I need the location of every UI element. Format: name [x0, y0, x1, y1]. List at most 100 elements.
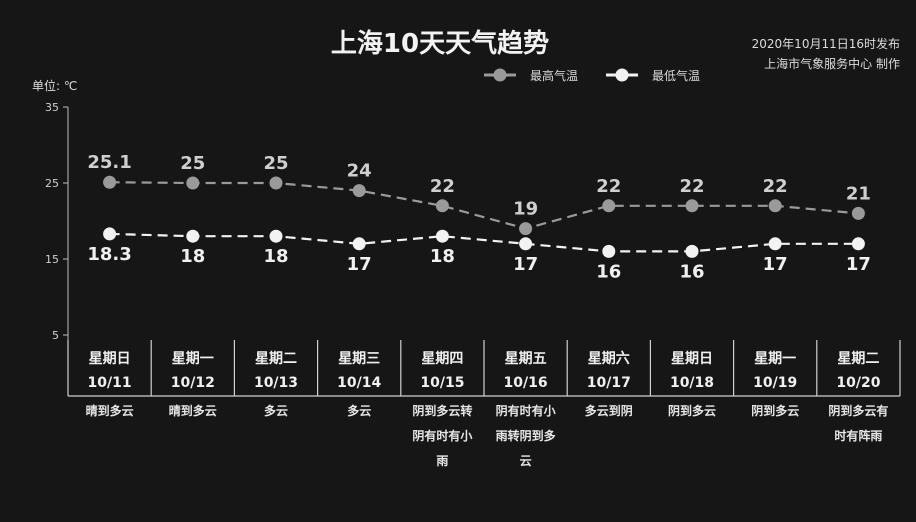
category-date-label: 10/17 — [587, 375, 631, 391]
legend: 最高气温 最低气温 — [484, 68, 700, 83]
high-temp-label: 25 — [263, 153, 288, 174]
y-tick-label: 25 — [45, 177, 59, 190]
category-weather-label: 阴到多云 — [751, 403, 799, 418]
low-temp-point — [352, 237, 366, 251]
high-temp-point — [435, 199, 449, 213]
legend-label-high: 最高气温 — [530, 68, 578, 83]
low-temp-label: 18 — [180, 246, 205, 267]
category-date-label: 10/11 — [88, 375, 132, 391]
category-date-label: 10/20 — [836, 375, 880, 391]
category-day-label: 星期五 — [505, 351, 547, 367]
category-weather-label: 阴到多云有 — [828, 403, 888, 418]
category-10-14: 星期三 10/14 多云 — [337, 351, 381, 418]
low-temp-point — [435, 229, 449, 243]
category-date-label: 10/12 — [171, 375, 215, 391]
category-weather-label: 阴有时有小 — [412, 428, 472, 443]
low-temp-point — [269, 229, 283, 243]
category-date-label: 10/15 — [420, 375, 464, 391]
y-tick-label: 15 — [45, 253, 59, 266]
low-temp-label: 18 — [263, 246, 288, 267]
axis-layer: 35 25 15 5 — [45, 101, 901, 397]
category-10-17: 星期六 10/17 多云到阴 — [585, 350, 633, 418]
low-temp-label: 17 — [513, 254, 538, 275]
low-temp-label: 16 — [679, 261, 704, 282]
high-temp-label: 22 — [763, 176, 788, 197]
legend-marker-high — [493, 68, 507, 82]
high-temp-point — [602, 199, 616, 213]
legend-marker-low — [615, 68, 629, 82]
high-temp-label: 24 — [347, 161, 372, 182]
high-temp-label: 22 — [679, 176, 704, 197]
low-temp-point — [103, 227, 117, 241]
category-date-label: 10/14 — [337, 375, 381, 391]
high-temp-label: 25 — [180, 153, 205, 174]
category-date-label: 10/18 — [670, 375, 714, 391]
low-temp-label: 18.3 — [87, 244, 131, 265]
category-weather-label: 云 — [520, 454, 532, 468]
category-day-label: 星期六 — [588, 350, 630, 367]
unit-label: 单位: ℃ — [32, 78, 77, 93]
category-weather-label: 雨转阴到多 — [496, 428, 556, 443]
category-weather-label: 雨 — [436, 454, 448, 468]
high-temp-label: 22 — [430, 176, 455, 197]
category-10-13: 星期二 10/13 多云 — [254, 351, 298, 418]
low-temp-point — [519, 237, 533, 251]
low-temp-point — [768, 237, 782, 251]
high-temp-point — [186, 176, 200, 190]
low-temp-label: 18 — [430, 246, 455, 267]
category-day-label: 星期日 — [89, 351, 131, 367]
category-day-label: 星期一 — [754, 351, 796, 367]
publish-time: 2020年10月11日16时发布 — [752, 36, 900, 51]
series-layer: 25.1 25 25 24 22 19 22 22 22 21 18.3 18 18 17 18 17 16 16… — [87, 152, 871, 282]
high-temp-point — [269, 176, 283, 190]
high-temp-point — [352, 184, 366, 198]
category-weather-label: 阴到多云转 — [412, 403, 472, 418]
low-temp-line — [109, 232, 859, 253]
high-temp-label: 21 — [846, 183, 871, 204]
low-temp-label: 17 — [763, 254, 788, 275]
category-10-19: 星期一 10/19 阴到多云 — [751, 351, 799, 418]
category-weather-label: 晴到多云 — [86, 403, 134, 418]
category-day-label: 星期三 — [338, 351, 380, 367]
y-tick-label: 5 — [52, 329, 59, 342]
category-weather-label: 多云 — [347, 403, 371, 418]
category-day-label: 星期日 — [671, 351, 713, 367]
category-weather-label: 多云到阴 — [585, 403, 633, 418]
chart-title: 上海10天天气趋势 — [331, 28, 549, 59]
low-temp-label: 17 — [347, 254, 372, 275]
category-10-11: 星期日 10/11 晴到多云 — [86, 351, 134, 418]
high-temp-label: 22 — [596, 176, 621, 197]
high-temp-point — [768, 199, 782, 213]
low-temp-point — [186, 229, 200, 243]
category-date-label: 10/19 — [753, 375, 797, 391]
high-temp-point — [685, 199, 699, 213]
y-tick-label: 35 — [45, 101, 59, 114]
low-temp-point — [602, 244, 616, 258]
low-temp-label: 17 — [846, 254, 871, 275]
low-temp-point — [851, 237, 865, 251]
high-temp-label: 19 — [513, 199, 538, 220]
category-date-label: 10/16 — [504, 375, 548, 391]
category-day-label: 星期二 — [255, 351, 297, 367]
high-temp-label: 25.1 — [87, 152, 131, 173]
category-day-label: 星期二 — [837, 351, 879, 367]
legend-item-high: 最高气温 — [484, 68, 578, 83]
legend-item-low: 最低气温 — [606, 68, 700, 83]
low-temp-label: 16 — [596, 261, 621, 282]
category-day-label: 星期一 — [172, 351, 214, 367]
category-weather-label: 时有阵雨 — [834, 428, 882, 443]
category-day-label: 星期四 — [421, 351, 463, 367]
high-temp-point — [519, 222, 533, 236]
category-weather-label: 多云 — [264, 403, 288, 418]
publisher: 上海市气象服务中心 制作 — [764, 56, 900, 71]
high-temp-point — [103, 175, 117, 189]
category-10-18: 星期日 10/18 阴到多云 — [668, 351, 716, 418]
category-weather-label: 阴到多云 — [668, 403, 716, 418]
category-weather-label: 阴有时有小 — [496, 403, 556, 418]
category-layer: 星期日 10/11 晴到多云 星期一 10/12 晴到多云 星期二 10/13 多云 星期三 10/… — [86, 350, 889, 468]
